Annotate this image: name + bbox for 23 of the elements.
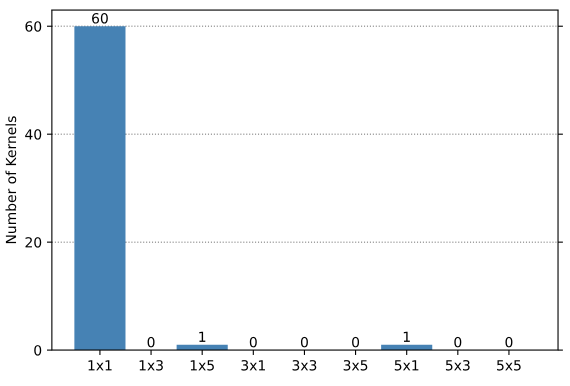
y-tick-label: 60	[25, 21, 42, 32]
data-label: 0	[250, 336, 257, 348]
data-label: 0	[352, 336, 360, 348]
x-tick-label: 3x5	[344, 360, 368, 371]
x-tick-label: 5x3	[446, 360, 470, 371]
data-label: 60	[92, 13, 108, 24]
x-tick-label: 5x5	[497, 360, 521, 371]
data-label: 1	[404, 332, 410, 342]
y-tick-label: 40	[25, 129, 42, 140]
x-tick-label: 5x1	[394, 360, 418, 371]
data-label: 0	[505, 336, 512, 348]
x-tick-label: 1x3	[140, 360, 163, 371]
data-label: 1	[199, 332, 206, 342]
x-tick-label: 3x3	[292, 360, 316, 371]
data-label: 0	[148, 336, 155, 348]
x-tick-label: 3x1	[241, 360, 265, 371]
x-tick-label: 1x1	[88, 360, 112, 370]
y-axis-title: Number of Kernels	[5, 116, 16, 244]
data-label: 0	[454, 336, 462, 348]
y-tick-label: 20	[25, 237, 42, 248]
data-label: 0	[300, 336, 308, 348]
x-tick-label: 1x5	[190, 360, 214, 371]
y-tick-label: 0	[34, 345, 42, 356]
